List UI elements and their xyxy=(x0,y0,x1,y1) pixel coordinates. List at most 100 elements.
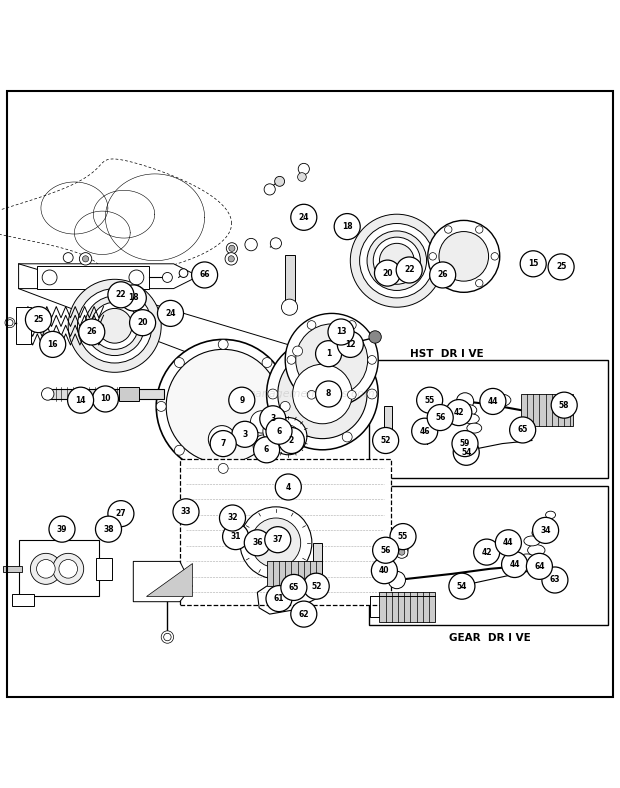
Text: 42: 42 xyxy=(482,548,492,556)
Circle shape xyxy=(164,634,171,641)
Circle shape xyxy=(379,243,414,278)
Text: 34: 34 xyxy=(541,526,551,535)
Circle shape xyxy=(445,226,452,233)
Circle shape xyxy=(398,539,405,547)
Circle shape xyxy=(278,427,304,454)
Circle shape xyxy=(446,400,472,426)
Bar xyxy=(267,561,322,586)
Circle shape xyxy=(275,177,285,186)
Text: 52: 52 xyxy=(381,436,391,445)
Circle shape xyxy=(526,553,552,579)
Circle shape xyxy=(5,318,15,328)
Text: HST  DR I VE: HST DR I VE xyxy=(410,349,483,359)
Ellipse shape xyxy=(491,394,511,407)
Circle shape xyxy=(275,474,301,500)
Circle shape xyxy=(42,270,57,285)
Circle shape xyxy=(78,288,152,363)
Circle shape xyxy=(59,559,78,578)
Circle shape xyxy=(373,537,399,563)
Circle shape xyxy=(396,546,408,559)
Circle shape xyxy=(232,422,258,448)
Ellipse shape xyxy=(546,511,556,519)
Text: 6: 6 xyxy=(264,445,269,455)
Circle shape xyxy=(350,214,443,307)
Circle shape xyxy=(445,280,452,287)
Circle shape xyxy=(502,552,528,578)
Circle shape xyxy=(390,523,416,549)
Text: 25: 25 xyxy=(556,262,566,271)
Text: 55: 55 xyxy=(425,396,435,405)
Circle shape xyxy=(157,300,184,326)
Text: 64: 64 xyxy=(534,562,544,571)
Bar xyxy=(521,394,574,426)
Text: 56: 56 xyxy=(435,413,445,422)
Circle shape xyxy=(287,355,296,364)
Circle shape xyxy=(291,601,317,627)
Circle shape xyxy=(30,553,61,585)
Circle shape xyxy=(229,387,255,413)
Circle shape xyxy=(347,321,356,329)
Bar xyxy=(16,307,31,344)
Circle shape xyxy=(251,518,301,567)
Circle shape xyxy=(293,432,303,442)
Circle shape xyxy=(551,392,577,418)
Circle shape xyxy=(452,430,478,456)
Circle shape xyxy=(449,573,475,599)
Circle shape xyxy=(210,430,236,456)
Text: 3: 3 xyxy=(242,429,247,439)
Circle shape xyxy=(342,432,352,442)
Text: 20: 20 xyxy=(383,269,392,277)
Ellipse shape xyxy=(459,404,477,416)
Circle shape xyxy=(520,251,546,277)
Bar xyxy=(313,543,322,580)
Text: 37: 37 xyxy=(272,535,283,545)
Bar xyxy=(369,485,608,625)
Circle shape xyxy=(266,585,292,611)
Circle shape xyxy=(174,358,184,367)
Circle shape xyxy=(82,256,89,262)
Circle shape xyxy=(129,270,144,285)
Circle shape xyxy=(174,445,184,455)
Circle shape xyxy=(108,500,134,526)
Circle shape xyxy=(214,431,230,448)
Circle shape xyxy=(264,427,281,445)
Circle shape xyxy=(270,418,307,455)
Circle shape xyxy=(388,571,405,589)
Text: 26: 26 xyxy=(438,270,448,280)
Circle shape xyxy=(542,567,568,593)
Ellipse shape xyxy=(524,536,540,546)
Circle shape xyxy=(156,401,166,411)
Circle shape xyxy=(219,505,246,531)
Text: 15: 15 xyxy=(528,259,538,268)
Text: 40: 40 xyxy=(379,567,389,575)
Circle shape xyxy=(285,314,378,407)
Circle shape xyxy=(166,349,280,463)
Circle shape xyxy=(53,553,84,585)
Bar xyxy=(180,459,391,605)
Text: 44: 44 xyxy=(510,560,520,569)
Circle shape xyxy=(49,516,75,542)
Circle shape xyxy=(263,420,285,442)
Circle shape xyxy=(429,253,436,260)
Text: managementparts.com: managementparts.com xyxy=(245,389,375,399)
Circle shape xyxy=(218,340,228,349)
Circle shape xyxy=(68,387,94,413)
Circle shape xyxy=(37,559,55,578)
Text: 9: 9 xyxy=(239,396,244,405)
Text: 26: 26 xyxy=(87,328,97,336)
Bar xyxy=(46,389,164,399)
Text: 3: 3 xyxy=(270,414,275,423)
Circle shape xyxy=(474,539,500,565)
Text: 20: 20 xyxy=(138,318,148,327)
Circle shape xyxy=(367,231,427,291)
Circle shape xyxy=(412,418,438,444)
Circle shape xyxy=(262,358,272,367)
Text: 22: 22 xyxy=(116,290,126,299)
Polygon shape xyxy=(133,561,192,602)
Circle shape xyxy=(428,221,500,292)
Text: 8: 8 xyxy=(326,389,331,399)
Circle shape xyxy=(428,397,440,410)
Circle shape xyxy=(270,238,281,249)
Circle shape xyxy=(396,257,422,283)
Circle shape xyxy=(281,574,307,600)
